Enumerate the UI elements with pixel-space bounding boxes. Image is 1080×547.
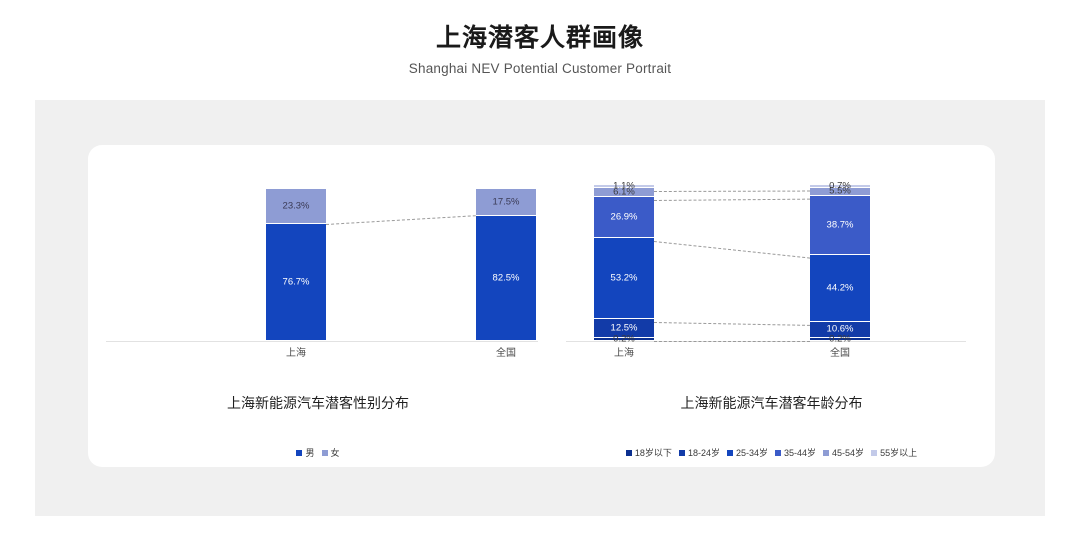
- legend-item[interactable]: 18-24岁: [678, 447, 720, 459]
- legend-gender: 男女: [88, 447, 548, 459]
- legend-item-label: 35-44岁: [784, 448, 817, 458]
- legend-swatch-icon: [726, 450, 733, 456]
- connector-line: [654, 340, 810, 342]
- x-axis-line: [106, 341, 538, 342]
- connector-line: [654, 190, 811, 192]
- legend-item[interactable]: 男: [296, 447, 315, 459]
- connector-line: [653, 321, 810, 326]
- category-label-national: 全国: [830, 348, 850, 359]
- page-subtitle: Shanghai NEV Potential Customer Portrait: [408, 61, 672, 76]
- bar-segment-label: 76.7%: [282, 276, 310, 288]
- connector-line: [326, 215, 477, 226]
- bar-segment[interactable]: 38.7%: [810, 195, 870, 255]
- legend-item-label: 55岁以上: [880, 448, 918, 458]
- category-label-shanghai: 上海: [286, 348, 306, 359]
- legend-age: 18岁以下 18-24岁 25-34岁 35-44岁 45-54岁 55岁以上: [548, 447, 995, 459]
- legend-item-label: 女: [330, 448, 340, 458]
- charts-card: 23.3% 76.7% 17.5% 82.5% 上海 全国 男女 上海新能源汽车潜客…: [88, 145, 995, 467]
- bar-segment[interactable]: 0.2%: [594, 334, 654, 345]
- chart-age: 1.1% 6.1% 26.9% 53.2% 12.5% 0.2% 0.7% 5.5% 38.7…: [548, 145, 995, 467]
- bar-segment-label: 44.2%: [826, 282, 854, 294]
- category-label-national: 全国: [496, 348, 516, 359]
- bar-stack-national[interactable]: 0.7% 5.5% 38.7% 44.2% 10.6% 0.2%: [810, 180, 870, 345]
- chart-gender-plot: 23.3% 76.7% 17.5% 82.5% 上海 全国: [106, 189, 538, 386]
- bar-segment[interactable]: 12.5%: [594, 319, 654, 338]
- bar-segment[interactable]: 6.1%: [594, 186, 654, 198]
- bar-segment-label: 53.2%: [610, 272, 638, 284]
- connector-line: [654, 198, 811, 201]
- bar-segment[interactable]: 5.5%: [810, 186, 870, 197]
- legend-swatch-icon: [296, 450, 303, 456]
- bar-segment[interactable]: 53.2%: [594, 238, 654, 319]
- bar-segment[interactable]: 26.9%: [594, 197, 654, 239]
- bar-stack-national[interactable]: 17.5% 82.5%: [476, 189, 536, 341]
- bar-segment[interactable]: 44.2%: [810, 254, 870, 322]
- bar-segment[interactable]: 0.2%: [810, 334, 870, 345]
- bar-segment-label: 82.5%: [492, 272, 520, 284]
- page-title: 上海潜客人群画像: [435, 24, 644, 52]
- legend-swatch-icon: [775, 450, 781, 456]
- legend-item[interactable]: 55岁以上: [871, 447, 917, 459]
- bar-segment-label: 10.6%: [826, 323, 854, 335]
- bar-segment-label: 26.9%: [610, 211, 638, 223]
- legend-item[interactable]: 45-54岁: [823, 447, 864, 459]
- bar-segment-label: 38.7%: [826, 219, 854, 231]
- legend-item[interactable]: 18岁以下: [625, 447, 672, 459]
- legend-swatch-icon: [625, 450, 632, 456]
- bar-segment-label: 23.3%: [282, 200, 310, 212]
- page-header: 上海潜客人群画像 Shanghai NEV Potential Customer…: [0, 22, 1080, 78]
- bar-segment-label: 12.5%: [610, 322, 638, 334]
- legend-swatch-icon: [678, 450, 685, 456]
- bar-stack-shanghai[interactable]: 23.3% 76.7%: [266, 189, 326, 341]
- bar-segment[interactable]: 23.3%: [266, 189, 326, 225]
- chart-gender-caption: 上海新能源汽车潜客性别分布: [227, 395, 409, 411]
- chart-age-caption: 上海新能源汽车潜客年龄分布: [680, 395, 863, 411]
- chart-age-plot: 1.1% 6.1% 26.9% 53.2% 12.5% 0.2% 0.7% 5.5% 38.7…: [566, 180, 966, 386]
- legend-item-label: 45-54岁: [832, 448, 865, 458]
- bar-segment-label: 6.1%: [613, 186, 635, 198]
- bar-segment[interactable]: 10.6%: [810, 321, 870, 338]
- bar-segment[interactable]: 17.5%: [476, 189, 536, 216]
- category-label-shanghai: 上海: [614, 348, 634, 359]
- bar-segment-label: 17.5%: [492, 196, 520, 208]
- bar-segment[interactable]: 82.5%: [476, 215, 536, 341]
- bar-stack-shanghai[interactable]: 1.1% 6.1% 26.9% 53.2% 12.5% 0.2%: [594, 180, 654, 345]
- legend-item-label: 25-34岁: [735, 448, 768, 458]
- legend-item[interactable]: 35-44岁: [775, 447, 816, 459]
- legend-swatch-icon: [823, 450, 830, 456]
- chart-gender: 23.3% 76.7% 17.5% 82.5% 上海 全国 男女 上海新能源汽车潜客…: [88, 145, 548, 467]
- legend-item-label: 18-24岁: [687, 448, 720, 458]
- legend-item[interactable]: 25-34岁: [726, 447, 768, 459]
- bar-segment[interactable]: 76.7%: [266, 224, 326, 341]
- legend-swatch-icon: [871, 450, 878, 456]
- legend-item[interactable]: 女: [321, 447, 340, 459]
- legend-item-label: 男: [305, 448, 315, 458]
- legend-item-label: 18岁以下: [634, 448, 672, 458]
- legend-swatch-icon: [321, 450, 328, 456]
- connector-line: [653, 240, 811, 259]
